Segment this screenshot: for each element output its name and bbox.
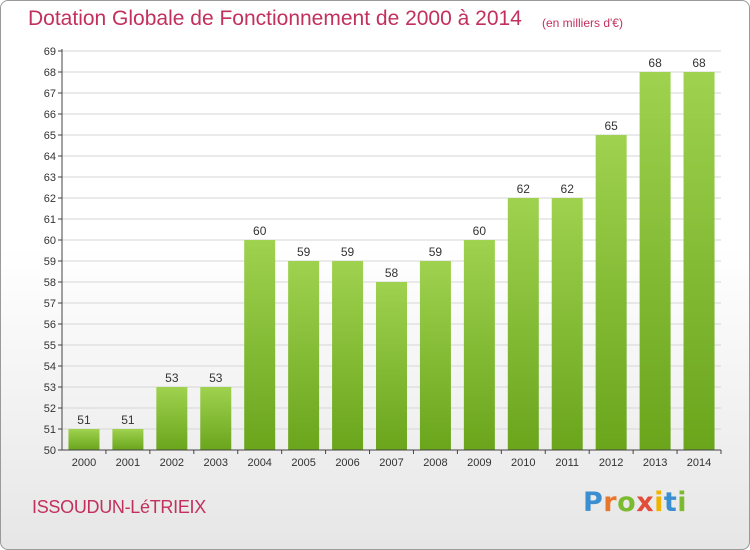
logo-letter: i (677, 487, 688, 518)
y-tick-label: 67 (44, 88, 56, 100)
y-tick-label: 57 (44, 298, 56, 310)
bar-2006 (332, 261, 364, 450)
x-tick-label-2014: 2014 (687, 457, 711, 469)
chart-title: Dotation Globale de Fonctionnement de 20… (28, 7, 522, 30)
y-tick-label: 54 (44, 361, 56, 373)
value-label-2010: 62 (517, 182, 531, 196)
value-label-2004: 60 (253, 224, 267, 238)
value-label-2013: 68 (648, 56, 662, 70)
value-label-2014: 68 (692, 56, 706, 70)
x-tick-label-2006: 2006 (335, 457, 359, 469)
y-tick-label: 64 (44, 151, 56, 163)
x-tick-label-2013: 2013 (643, 457, 667, 469)
value-label-2008: 59 (429, 245, 443, 259)
y-tick-label: 69 (44, 46, 56, 58)
logo-letter: r (603, 487, 618, 518)
labels: 50 51 52 53 54 55 56 57 58 59 60 61 62 63 64 65 66 67 68 69… (44, 46, 712, 469)
bar-2009 (463, 240, 495, 450)
value-label-2005: 59 (297, 245, 311, 259)
bar-2004 (244, 240, 276, 450)
x-tick-label-2008: 2008 (423, 457, 447, 469)
chart-unit-subtitle: (en milliers d'€) (542, 16, 623, 30)
x-tick-label-2009: 2009 (467, 457, 491, 469)
bar-2002 (156, 387, 188, 450)
bar-2008 (419, 261, 451, 450)
value-label-2007: 58 (385, 266, 399, 280)
y-tick-label: 58 (44, 277, 56, 289)
axes (58, 49, 722, 454)
y-tick-label: 55 (44, 340, 56, 352)
bar-2001 (112, 429, 144, 450)
y-tick-label: 53 (44, 382, 56, 394)
value-label-2000: 51 (77, 413, 91, 427)
value-label-2009: 60 (473, 224, 487, 238)
y-tick-label: 50 (44, 445, 56, 457)
bar-2000 (68, 429, 100, 450)
commune-name: ISSOUDUN-LéTRIEIX (32, 497, 206, 517)
x-tick-label-2011: 2011 (555, 457, 579, 469)
value-label-2006: 59 (341, 245, 355, 259)
x-tick-label-2002: 2002 (160, 457, 184, 469)
x-tick-label-2007: 2007 (379, 457, 403, 469)
x-tick-label-2005: 2005 (291, 457, 315, 469)
bar-2014 (683, 72, 715, 450)
y-tick-label: 63 (44, 172, 56, 184)
logo-letter: x (636, 487, 655, 518)
y-tick-label: 60 (44, 235, 56, 247)
y-tick-label: 62 (44, 193, 56, 205)
y-tick-label: 52 (44, 403, 56, 415)
x-tick-label-2012: 2012 (599, 457, 623, 469)
logo-letter: t (663, 487, 678, 518)
x-tick-label-2000: 2000 (72, 457, 96, 469)
y-tick-label: 56 (44, 319, 56, 331)
x-tick-label-2001: 2001 (116, 457, 140, 469)
y-tick-label: 68 (44, 67, 56, 79)
x-tick-label-2010: 2010 (511, 457, 535, 469)
logo-letter: i (654, 487, 664, 518)
y-tick-label: 59 (44, 256, 56, 268)
y-tick-label: 65 (44, 130, 56, 142)
bars (68, 72, 715, 450)
bar-2012 (595, 135, 627, 450)
y-tick-label: 51 (44, 424, 56, 436)
logo-letter: P (583, 487, 604, 518)
value-label-2001: 51 (121, 413, 135, 427)
bar-2005 (288, 261, 320, 450)
value-label-2011: 62 (561, 182, 575, 196)
bar-2010 (507, 198, 539, 450)
x-tick-label-2003: 2003 (204, 457, 228, 469)
bar-2013 (639, 72, 671, 450)
bar-2003 (200, 387, 232, 450)
y-tick-label: 61 (44, 214, 56, 226)
value-label-2003: 53 (209, 371, 223, 385)
value-label-2012: 65 (604, 119, 618, 133)
bar-2007 (376, 282, 407, 450)
value-label-2002: 53 (165, 371, 179, 385)
y-tick-label: 66 (44, 109, 56, 121)
x-tick-label-2004: 2004 (247, 457, 271, 469)
bar-2011 (551, 198, 583, 450)
logo-letter: o (617, 487, 637, 518)
proxiti-logo: Proxiti (583, 487, 687, 518)
